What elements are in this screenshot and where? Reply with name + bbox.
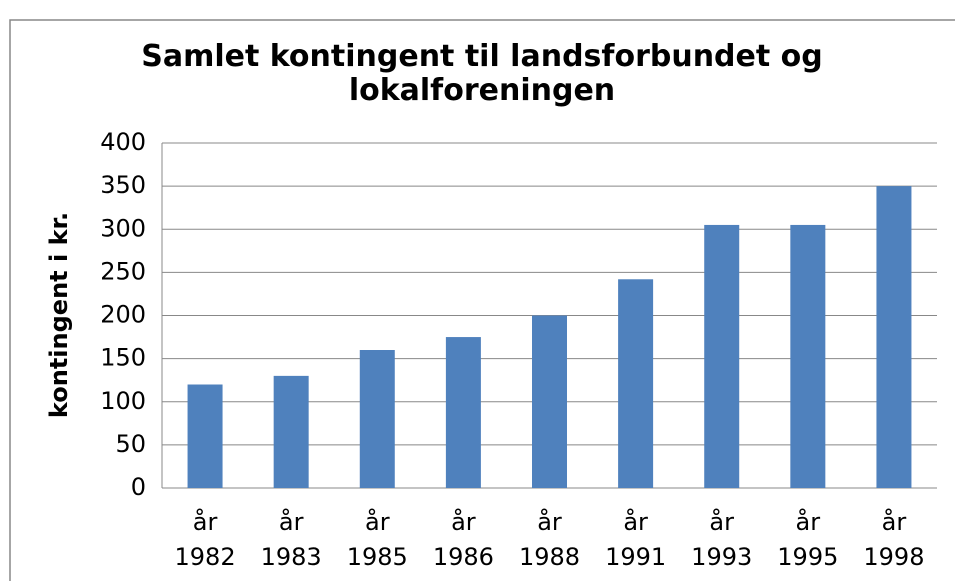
bar — [876, 186, 912, 488]
x-tick-label: år 1998 — [863, 507, 924, 571]
chart-title: Samlet kontingent til landsforbundet og … — [141, 39, 823, 108]
bar — [790, 224, 826, 488]
bar — [618, 279, 654, 488]
y-tick-label: 200 — [100, 301, 146, 329]
bar — [359, 350, 395, 488]
x-tick-label: år 1986 — [433, 507, 494, 571]
x-tick-label: år 1983 — [261, 507, 322, 571]
y-tick-label: 350 — [100, 171, 146, 199]
y-tick-label: 0 — [131, 473, 146, 501]
y-tick-label: 250 — [100, 257, 146, 285]
x-tick-label: år 1982 — [175, 507, 236, 571]
y-tick-label: 100 — [100, 387, 146, 415]
y-tick-label: 400 — [100, 128, 146, 156]
y-tick-label: 50 — [115, 430, 146, 458]
bar — [704, 224, 740, 488]
x-tick-label: år 1993 — [691, 507, 752, 571]
x-tick-label: år 1988 — [519, 507, 580, 571]
bar — [445, 337, 481, 488]
y-axis-label: kontingent i kr. — [45, 212, 73, 418]
bar — [187, 384, 223, 488]
y-tick-label: 300 — [100, 214, 146, 242]
x-tick-label: år 1995 — [777, 507, 838, 571]
x-tick-label: år 1991 — [605, 507, 666, 571]
y-tick-label: 150 — [100, 344, 146, 372]
bar — [273, 375, 309, 488]
x-tick-label: år 1985 — [347, 507, 408, 571]
bar — [532, 315, 567, 488]
